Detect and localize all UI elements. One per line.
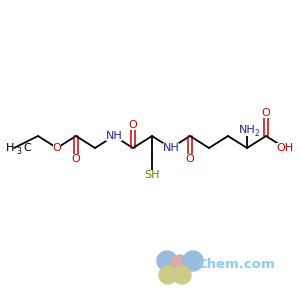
Text: O: O	[129, 120, 137, 130]
Circle shape	[159, 266, 177, 284]
Text: NH: NH	[163, 143, 179, 153]
Text: 2: 2	[255, 130, 260, 139]
Text: 3: 3	[16, 148, 21, 157]
Text: O: O	[262, 108, 270, 118]
Text: C: C	[23, 143, 31, 153]
Text: O: O	[52, 143, 62, 153]
Text: SH: SH	[144, 170, 160, 180]
Circle shape	[173, 266, 191, 284]
Circle shape	[171, 255, 189, 273]
Circle shape	[183, 251, 203, 271]
Text: O: O	[72, 154, 80, 164]
Text: Chem.com: Chem.com	[197, 259, 275, 272]
Text: OH: OH	[276, 143, 294, 153]
Text: NH: NH	[106, 131, 122, 141]
Circle shape	[157, 251, 177, 271]
Text: NH: NH	[238, 125, 255, 135]
Text: O: O	[186, 154, 194, 164]
Text: H: H	[6, 143, 14, 153]
